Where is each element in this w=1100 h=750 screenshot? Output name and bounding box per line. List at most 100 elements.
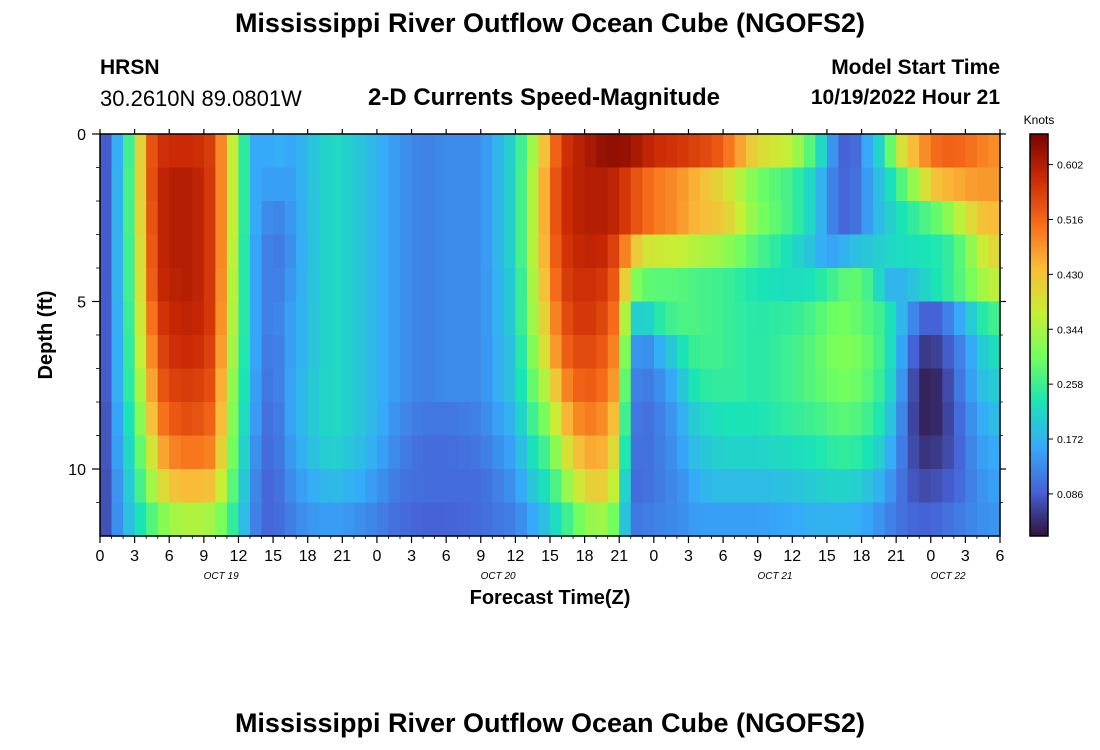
heatmap-cell — [423, 134, 436, 169]
heatmap-cell — [930, 368, 943, 403]
heatmap-cell — [700, 402, 713, 437]
heatmap-cell — [976, 435, 990, 470]
heatmap-cell — [953, 301, 966, 336]
heatmap-cell — [503, 435, 516, 470]
heatmap-cell — [734, 268, 747, 303]
x-tick-label: 21 — [887, 548, 905, 565]
heatmap-cell — [157, 234, 170, 269]
heatmap-cell — [850, 234, 863, 269]
x-tick-label: 6 — [996, 548, 1005, 565]
heatmap-cell — [376, 234, 390, 269]
heatmap-cell — [884, 234, 897, 269]
heatmap-cell — [769, 335, 782, 370]
heatmap-cell — [365, 402, 378, 437]
heatmap-cell — [757, 134, 770, 169]
heatmap-cell — [850, 469, 863, 504]
heatmap-cell — [261, 301, 274, 336]
heatmap-cell — [734, 368, 747, 403]
heatmap-cell — [134, 335, 147, 370]
heatmap-cell — [446, 502, 459, 537]
heatmap-cell — [469, 368, 482, 403]
heatmap-cell — [238, 234, 251, 269]
heatmap-cell — [365, 368, 378, 403]
heatmap-cell — [250, 469, 263, 504]
heatmap-cell — [319, 502, 332, 537]
heatmap-cell — [723, 368, 736, 403]
heatmap-cell — [203, 368, 216, 403]
heatmap-cell — [376, 368, 390, 403]
heatmap-cell — [838, 167, 851, 202]
heatmap-cell — [480, 134, 493, 169]
heatmap-cell — [503, 201, 516, 236]
heatmap-cell — [411, 201, 424, 236]
heatmap-cell — [896, 201, 909, 236]
heatmap-cell — [319, 201, 332, 236]
heatmap-cell — [526, 335, 540, 370]
heatmap-cell — [607, 402, 620, 437]
heatmap-cell — [988, 268, 1001, 303]
heatmap-cell — [573, 201, 586, 236]
heatmap-cell — [976, 469, 990, 504]
heatmap-cell — [526, 167, 540, 202]
heatmap-cell — [353, 435, 366, 470]
heatmap-cell — [411, 368, 424, 403]
heatmap-cell — [365, 234, 378, 269]
heatmap-cell — [676, 402, 690, 437]
heatmap-cell — [261, 201, 274, 236]
heatmap-cell — [884, 469, 897, 504]
heatmap-cell — [538, 469, 551, 504]
heatmap-cell — [319, 234, 332, 269]
heatmap-cell — [803, 368, 816, 403]
heatmap-cell — [342, 268, 355, 303]
heatmap-cell — [850, 134, 863, 169]
heatmap-cell — [261, 435, 274, 470]
heatmap-cell — [111, 502, 124, 537]
heatmap-cell — [803, 268, 816, 303]
heatmap-cell — [700, 167, 713, 202]
heatmap-cell — [688, 402, 701, 437]
heatmap-cell — [884, 335, 897, 370]
heatmap-cell — [919, 268, 932, 303]
heatmap-cell — [376, 435, 390, 470]
heatmap-cell — [226, 402, 240, 437]
heatmap-cell — [238, 268, 251, 303]
heatmap-cell — [734, 502, 747, 537]
heatmap-cell — [711, 301, 724, 336]
heatmap-cell — [376, 469, 390, 504]
heatmap-cell — [988, 469, 1001, 504]
heatmap-cell — [123, 301, 136, 336]
heatmap-cell — [503, 268, 516, 303]
heatmap-cell — [965, 134, 978, 169]
heatmap-cell — [469, 435, 482, 470]
heatmap-cell — [169, 167, 182, 202]
heatmap-cell — [423, 368, 436, 403]
heatmap-cell — [226, 502, 240, 537]
heatmap-cell — [123, 469, 136, 504]
heatmap-cell — [388, 234, 401, 269]
heatmap-cell — [180, 435, 193, 470]
heatmap-cell — [273, 502, 286, 537]
heatmap-chart: 0 3 6 9 12 15 18 21 0 3 6 9 12 15 18 21 0 3 6 9 12 15 18 21 0 3 6 O… — [35, 113, 1083, 609]
heatmap-cell — [273, 234, 286, 269]
x-tick-label: 0 — [96, 548, 105, 565]
heatmap-cell — [665, 502, 678, 537]
heatmap-cell — [653, 435, 666, 470]
heatmap-cell — [642, 134, 655, 169]
heatmap-cell — [238, 502, 251, 537]
heatmap-cell — [573, 469, 586, 504]
heatmap-cell — [803, 335, 816, 370]
heatmap-cell — [180, 268, 193, 303]
heatmap-cell — [273, 469, 286, 504]
y-tick-label: 5 — [77, 295, 86, 312]
heatmap-cell — [330, 167, 343, 202]
heatmap-cell — [711, 469, 724, 504]
x-tick-label: 9 — [753, 548, 762, 565]
heatmap-cell — [250, 134, 263, 169]
heatmap-cell — [769, 402, 782, 437]
heatmap-cell — [607, 167, 620, 202]
heatmap-cell — [700, 469, 713, 504]
heatmap-cell — [157, 368, 170, 403]
heatmap-cell — [896, 402, 909, 437]
heatmap-cell — [550, 335, 563, 370]
heatmap-cell — [780, 335, 793, 370]
